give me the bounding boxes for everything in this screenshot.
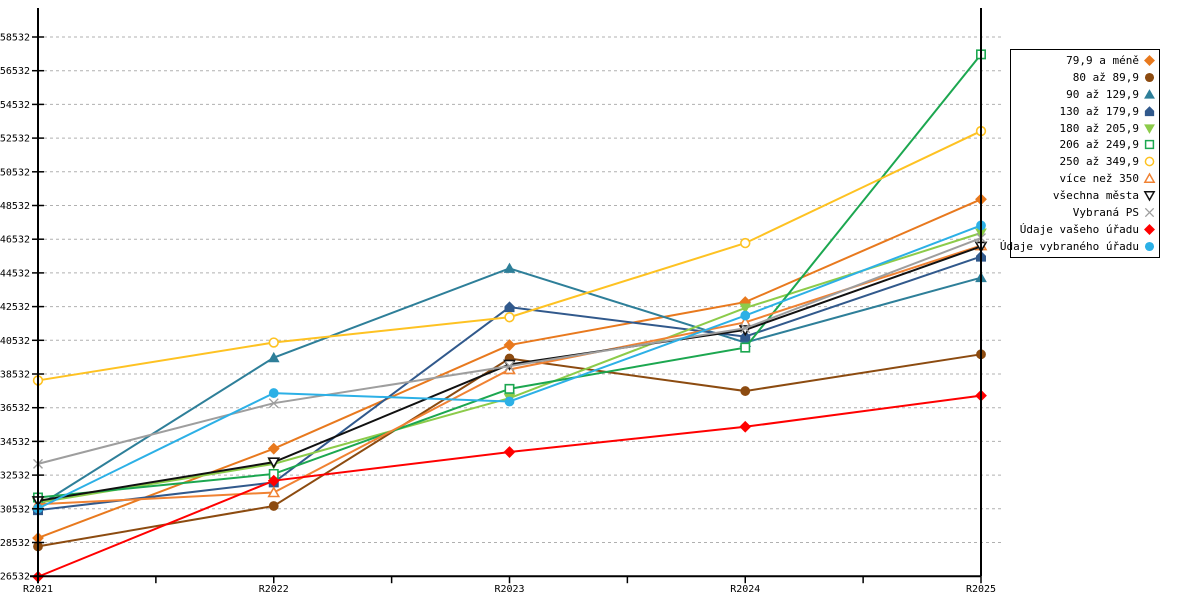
y-axis-label: 42532	[0, 302, 30, 313]
y-axis-label: 54532	[0, 100, 30, 111]
legend-item-label: 130 až 179,9	[1059, 104, 1139, 118]
legend-item-label: 250 až 349,9	[1059, 155, 1139, 169]
x-axis-label: R2023	[494, 584, 524, 595]
diamond-legend-icon	[1144, 54, 1155, 66]
legend-item: 180 až 205,9	[1013, 120, 1156, 136]
x-axis-label: R2024	[730, 584, 760, 595]
series-line-3	[37, 255, 982, 512]
legend-item-label: více než 350	[1059, 172, 1139, 186]
x-axis-label: R2021	[23, 584, 53, 595]
chart-legend: 79,9 a méně 80 až 89,9 90 až 129,9 130 až 1…	[1000, 49, 1160, 258]
legend-item-label: 206 až 249,9	[1059, 138, 1139, 152]
series-line-10	[37, 394, 982, 578]
legend-item: všechna města	[1013, 188, 1156, 204]
legend-item-label: 180 až 205,9	[1059, 121, 1139, 135]
y-axis-label: 34532	[0, 437, 30, 448]
circle-legend-icon	[1144, 157, 1155, 167]
legend-item-label: Údaje vybraného úřadu	[999, 239, 1139, 253]
legend-item: 90 až 129,9	[1013, 86, 1156, 102]
series-marker	[504, 301, 515, 313]
y-axis-label: 58532	[0, 33, 30, 44]
y-axis-label: 40532	[0, 336, 30, 347]
series-marker	[267, 474, 280, 487]
diamond-legend-icon	[1144, 224, 1155, 236]
y-axis-label: 44532	[0, 268, 30, 279]
house-legend-icon	[1144, 105, 1155, 116]
series-marker	[267, 351, 280, 363]
y-axis-label: 46532	[0, 235, 30, 246]
triangle-up-legend-icon	[1144, 88, 1155, 99]
triangle-down-legend-icon	[1143, 191, 1156, 202]
legend-item: 80 až 89,9	[1013, 69, 1156, 85]
series-line-5	[37, 53, 982, 499]
series-marker	[503, 339, 516, 351]
series-marker	[740, 330, 751, 342]
y-axis-label: 32532	[0, 471, 30, 482]
circle-legend-icon	[1144, 72, 1155, 82]
y-axis-label: 26532	[0, 572, 30, 583]
series-marker	[739, 420, 752, 433]
series-marker	[268, 398, 279, 409]
y-axis-label: 50532	[0, 167, 30, 178]
x-legend-icon	[1144, 207, 1155, 218]
legend-item: více než 350	[1013, 171, 1156, 187]
legend-item-label: Údaje vašeho úřadu	[1019, 223, 1139, 237]
legend-item-label: 80 až 89,9	[1072, 70, 1139, 84]
series-marker	[268, 501, 279, 511]
series-marker	[740, 323, 751, 334]
y-axis-label: 56532	[0, 66, 30, 77]
series-marker	[267, 486, 281, 498]
legend-item: 206 až 249,9	[1013, 137, 1156, 153]
series-marker	[503, 262, 516, 273]
triangle-up-legend-icon	[1143, 172, 1156, 184]
series-marker	[267, 457, 281, 469]
series-marker	[740, 237, 751, 249]
legend-item: Vybraná PS	[1013, 205, 1156, 221]
legend-item-label: 79,9 a méně	[1066, 53, 1139, 67]
y-axis-label: 52532	[0, 134, 30, 145]
y-axis-label: 36532	[0, 403, 30, 414]
legend-item: Údaje vašeho úřadu	[1013, 222, 1156, 238]
x-axis-label: R2025	[966, 584, 996, 595]
y-axis-label: 48532	[0, 201, 30, 212]
legend-item: Údaje vybraného úřadu	[1000, 238, 1156, 254]
series-marker	[740, 342, 751, 353]
series-marker	[503, 446, 516, 458]
series-marker	[268, 337, 279, 348]
line-chart-plot: 26532 28532 30532 32532 34532 36532 38532 40532…	[0, 8, 1004, 595]
series-marker	[268, 468, 279, 479]
series-marker	[504, 396, 515, 407]
series-marker	[740, 386, 751, 396]
series-marker	[739, 303, 752, 314]
legend-item: 130 až 179,9	[1013, 103, 1156, 119]
y-axis-label: 30532	[0, 504, 30, 515]
square-legend-icon	[1144, 140, 1155, 150]
series-marker	[740, 310, 751, 321]
y-axis-label: 28532	[0, 538, 30, 549]
series-marker	[504, 312, 515, 323]
legend-item-label: Vybraná PS	[1072, 206, 1139, 220]
chart-canvas: 26532 28532 30532 32532 34532 36532 38532 40532…	[0, 8, 1004, 595]
series-marker	[504, 361, 515, 372]
legend-item-label: všechna města	[1052, 189, 1139, 203]
series-marker	[267, 442, 280, 455]
triangle-down-legend-icon	[1144, 123, 1155, 134]
legend-item: 79,9 a méně	[1013, 52, 1156, 68]
series-line-7	[37, 244, 982, 506]
series-marker	[504, 383, 515, 394]
x-axis-label: R2022	[259, 584, 289, 595]
series-marker	[268, 388, 279, 398]
legend-item-label: 90 až 129,9	[1066, 87, 1139, 101]
y-axis-label: 38532	[0, 370, 30, 381]
legend-item: 250 až 349,9	[1013, 154, 1156, 170]
circle-legend-icon	[1144, 241, 1155, 251]
